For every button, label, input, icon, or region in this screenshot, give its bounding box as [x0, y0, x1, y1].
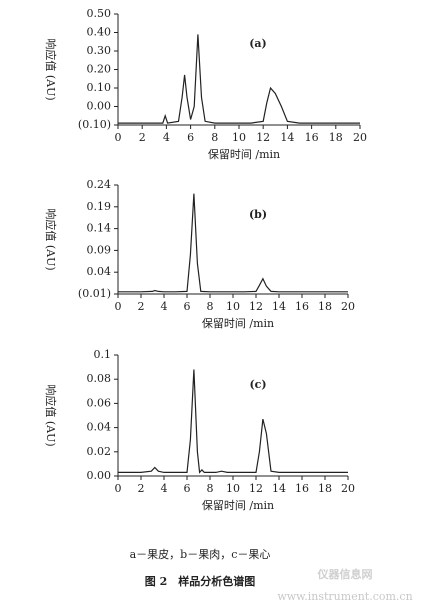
panel-label: (a)	[249, 37, 267, 50]
x-tick-label: 12	[249, 482, 263, 495]
x-tick-label: 12	[249, 300, 263, 313]
y-tick-label: 0.30	[87, 44, 112, 57]
x-tick-label: 0	[115, 482, 122, 495]
x-tick-label: 10	[226, 300, 240, 313]
x-tick-label: 20	[353, 131, 367, 144]
x-tick-label: 14	[272, 482, 286, 495]
y-axis-label: 响应值 (AU)	[44, 208, 58, 270]
x-tick-label: 20	[341, 482, 355, 495]
x-tick-label: 8	[211, 131, 218, 144]
x-tick-label: 6	[184, 300, 191, 313]
x-tick-label: 8	[207, 482, 214, 495]
y-tick-label: 0.00	[87, 100, 112, 113]
x-axis-label: 保留时间 /min	[202, 498, 274, 512]
y-tick-label: 0.40	[87, 26, 112, 39]
x-tick-label: 14	[272, 300, 286, 313]
x-tick-label: 8	[207, 300, 214, 313]
x-tick-label: 4	[161, 300, 168, 313]
x-tick-label: 16	[295, 300, 309, 313]
x-tick-label: 18	[318, 482, 332, 495]
y-tick-label: 0.04	[87, 265, 112, 278]
y-tick-label: (0.10)	[78, 118, 111, 131]
y-tick-label: 0.08	[87, 372, 112, 385]
x-tick-label: 2	[138, 300, 145, 313]
y-tick-label: 0.10	[87, 81, 112, 94]
y-tick-label: 0.09	[87, 243, 112, 256]
x-tick-label: 20	[341, 300, 355, 313]
watermark-name: 仪器信息网	[317, 567, 373, 581]
chromatogram-line	[118, 369, 348, 474]
y-tick-label: 0.02	[87, 445, 112, 458]
x-tick-label: 10	[226, 482, 240, 495]
x-tick-label: 0	[115, 131, 122, 144]
x-axis-label: 保留时间 /min	[208, 147, 280, 161]
y-tick-label: 0.50	[87, 7, 112, 20]
y-tick-label: 0.00	[87, 469, 112, 482]
y-tick-label: (0.01)	[78, 287, 111, 300]
x-tick-label: 12	[256, 131, 270, 144]
x-tick-label: 16	[295, 482, 309, 495]
watermark-url: www.instrument.com.cn	[277, 590, 412, 603]
x-tick-label: 6	[187, 131, 194, 144]
figure-title: 图 2 样品分析色谱图	[145, 574, 255, 588]
x-tick-label: 6	[184, 482, 191, 495]
panel-label: (c)	[249, 378, 266, 391]
x-tick-label: 0	[115, 300, 122, 313]
x-tick-label: 4	[161, 482, 168, 495]
x-axis-label: 保留时间 /min	[202, 316, 274, 330]
y-axis-label: 响应值 (AU)	[44, 384, 58, 446]
x-tick-label: 14	[280, 131, 294, 144]
figure-legend: a－果皮，b－果肉，c－果心	[130, 548, 271, 561]
y-tick-label: 0.06	[87, 396, 112, 409]
x-tick-label: 4	[163, 131, 170, 144]
y-tick-label: 0.24	[87, 178, 112, 191]
y-tick-label: 0.04	[87, 421, 112, 434]
x-tick-label: 2	[138, 482, 145, 495]
y-tick-label: 0.19	[87, 200, 112, 213]
y-tick-label: 0.14	[87, 222, 112, 235]
x-tick-label: 16	[305, 131, 319, 144]
chromatogram-line	[118, 34, 360, 124]
x-tick-label: 18	[329, 131, 343, 144]
x-tick-label: 18	[318, 300, 332, 313]
y-tick-label: 0.1	[94, 348, 112, 361]
y-tick-label: 0.20	[87, 63, 112, 76]
chromatogram-line	[118, 193, 348, 293]
x-tick-label: 10	[232, 131, 246, 144]
x-tick-label: 2	[139, 131, 146, 144]
y-axis-label: 响应值 (AU)	[44, 38, 58, 100]
panel-label: (b)	[249, 208, 267, 221]
